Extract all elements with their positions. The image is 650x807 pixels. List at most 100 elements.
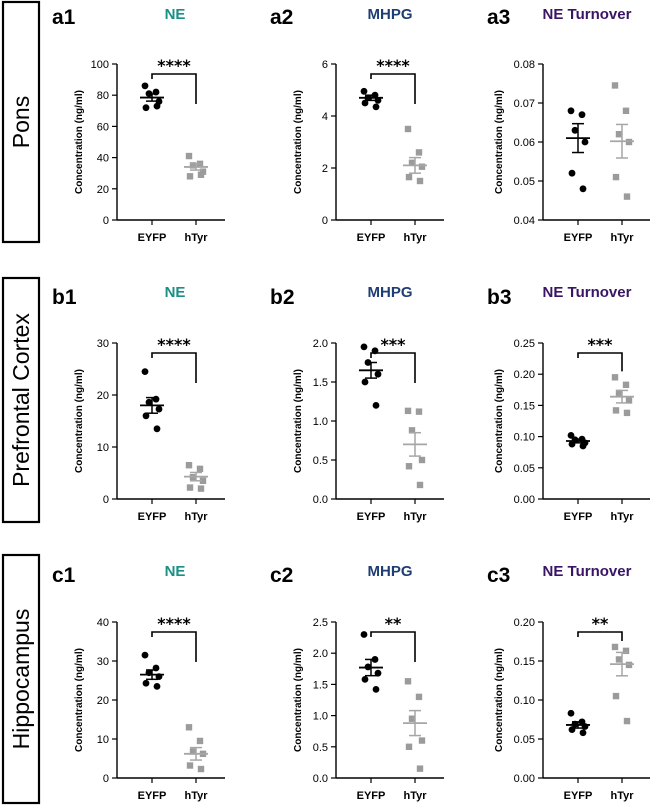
data-point-eyfp: [153, 102, 161, 110]
y-tick-label: 0.00: [514, 494, 535, 506]
x-category-label: EYFP: [138, 511, 167, 523]
significance-stars: ***: [380, 335, 406, 354]
x-category-label: EYFP: [564, 511, 593, 523]
x-category-label: hTyr: [403, 790, 427, 802]
data-point-htyr: [199, 477, 207, 484]
y-axis-label: Concentration (ng/ml): [494, 648, 505, 752]
x-category-label: EYFP: [357, 511, 386, 523]
data-point-htyr: [418, 456, 426, 464]
data-point-eyfp: [567, 709, 575, 717]
panel-title: NE Turnover: [543, 6, 632, 23]
y-tick-label: 0: [322, 215, 328, 227]
y-tick-label: 2: [322, 163, 328, 175]
significance-stars: **: [592, 614, 609, 633]
panel-title: MHPG: [368, 563, 413, 580]
y-tick-label: 0: [103, 215, 109, 227]
panel-title: NE: [165, 284, 186, 301]
data-point-htyr: [415, 149, 423, 156]
y-tick-label: 30: [97, 338, 109, 350]
y-axis-label: Concentration (ng/ml): [293, 90, 304, 194]
data-point-htyr: [189, 162, 197, 169]
data-point-eyfp: [374, 370, 382, 378]
y-tick-label: 20: [97, 695, 109, 707]
data-point-eyfp: [567, 431, 575, 439]
data-point-htyr: [189, 748, 197, 755]
panel-label: c1: [52, 564, 76, 587]
x-category-label: hTyr: [610, 790, 634, 802]
data-point-eyfp: [141, 82, 149, 90]
y-tick-label: 100: [91, 59, 109, 71]
panel-b3: b3 NE Turnover 0.00 0.05 0.10 0.15 0.20 0.25 Con…: [487, 284, 650, 523]
y-tick-label: 2.0: [313, 338, 328, 350]
y-tick-label: 0.20: [514, 617, 535, 629]
y-tick-label: 0.07: [514, 98, 535, 110]
data-point-htyr: [615, 131, 623, 138]
y-axis-label: Concentration (ng/ml): [74, 90, 85, 194]
panel-label: c3: [487, 564, 510, 587]
panel-a1: a1 NE 0 20 40 60 80 100 Concentration (ng/ml) EYF…: [52, 6, 225, 244]
data-point-eyfp: [360, 343, 368, 351]
data-point-htyr: [197, 765, 205, 773]
significance-stars: **: [385, 614, 402, 633]
data-point-eyfp: [152, 395, 160, 403]
data-point-eyfp: [361, 378, 369, 386]
x-category-label: hTyr: [610, 511, 634, 523]
data-point-eyfp: [153, 425, 161, 433]
data-point-htyr: [623, 409, 631, 417]
data-point-eyfp: [567, 107, 575, 115]
data-point-htyr: [418, 737, 426, 744]
data-point-eyfp: [581, 138, 589, 146]
y-tick-label: 20: [97, 184, 109, 196]
panel-label: b3: [487, 286, 512, 309]
data-point-eyfp: [374, 669, 382, 677]
data-point-htyr: [186, 484, 194, 491]
data-point-htyr: [405, 463, 413, 470]
data-point-eyfp: [361, 99, 369, 107]
significance-bracket: [577, 631, 623, 641]
y-tick-label: 6: [322, 59, 328, 71]
panel-label: a2: [270, 6, 293, 29]
y-axis-label: Concentration (ng/ml): [293, 648, 304, 752]
data-point-eyfp: [361, 676, 369, 683]
data-point-htyr: [197, 485, 205, 492]
data-point-htyr: [405, 743, 413, 750]
data-point-htyr: [186, 173, 194, 180]
y-tick-label: 0.10: [514, 695, 535, 707]
y-tick-label: 0: [103, 773, 109, 785]
x-category-label: EYFP: [357, 232, 386, 244]
panel-c2: c2 MHPG 0.0 0.5 1.0 1.5 2.0 2.5 Concentration (n…: [270, 563, 444, 802]
panel-title: NE Turnover: [543, 284, 632, 301]
x-category-label: EYFP: [564, 790, 593, 802]
y-tick-label: 0: [103, 494, 109, 506]
significance-stars: ****: [157, 56, 191, 75]
data-point-htyr: [415, 408, 423, 415]
panel-c1: c1 NE 0 10 20 30 40 Concentration (ng/ml) EYFP hT…: [52, 563, 225, 802]
data-point-eyfp: [142, 679, 150, 687]
data-point-htyr: [611, 643, 619, 651]
panel-a3: a3 NE Turnover 0.04 0.05 0.06 0.07 0.08 Concent…: [487, 6, 650, 244]
region-box: [1, 553, 41, 805]
data-point-eyfp: [141, 651, 149, 659]
y-tick-label: 60: [97, 121, 109, 133]
data-point-htyr: [612, 173, 620, 181]
y-tick-label: 0.5: [313, 742, 328, 754]
y-axis-label: Concentration (ng/ml): [74, 369, 85, 473]
data-point-htyr: [416, 177, 424, 185]
region-label: Hippocampus: [8, 609, 34, 750]
panel-title: NE: [165, 6, 186, 23]
panel-title: MHPG: [368, 6, 413, 23]
panel-a2: a2 MHPG 0 2 4 6 Concentration (ng/ml) EYFP hTyr *…: [270, 6, 444, 244]
region-label: Pons: [8, 96, 34, 148]
y-tick-label: 0.10: [514, 432, 535, 444]
y-axis-label: Concentration (ng/ml): [494, 369, 505, 473]
y-tick-label: 4: [322, 111, 328, 123]
x-category-label: hTyr: [403, 511, 427, 523]
x-category-label: EYFP: [138, 790, 167, 802]
data-point-eyfp: [142, 104, 150, 112]
significance-stars: ****: [157, 614, 191, 633]
y-tick-label: 0.04: [514, 215, 535, 227]
data-point-eyfp: [141, 368, 149, 375]
data-point-htyr: [196, 465, 204, 473]
data-point-eyfp: [579, 729, 587, 737]
region-label: Prefrontal Cortex: [8, 313, 34, 487]
